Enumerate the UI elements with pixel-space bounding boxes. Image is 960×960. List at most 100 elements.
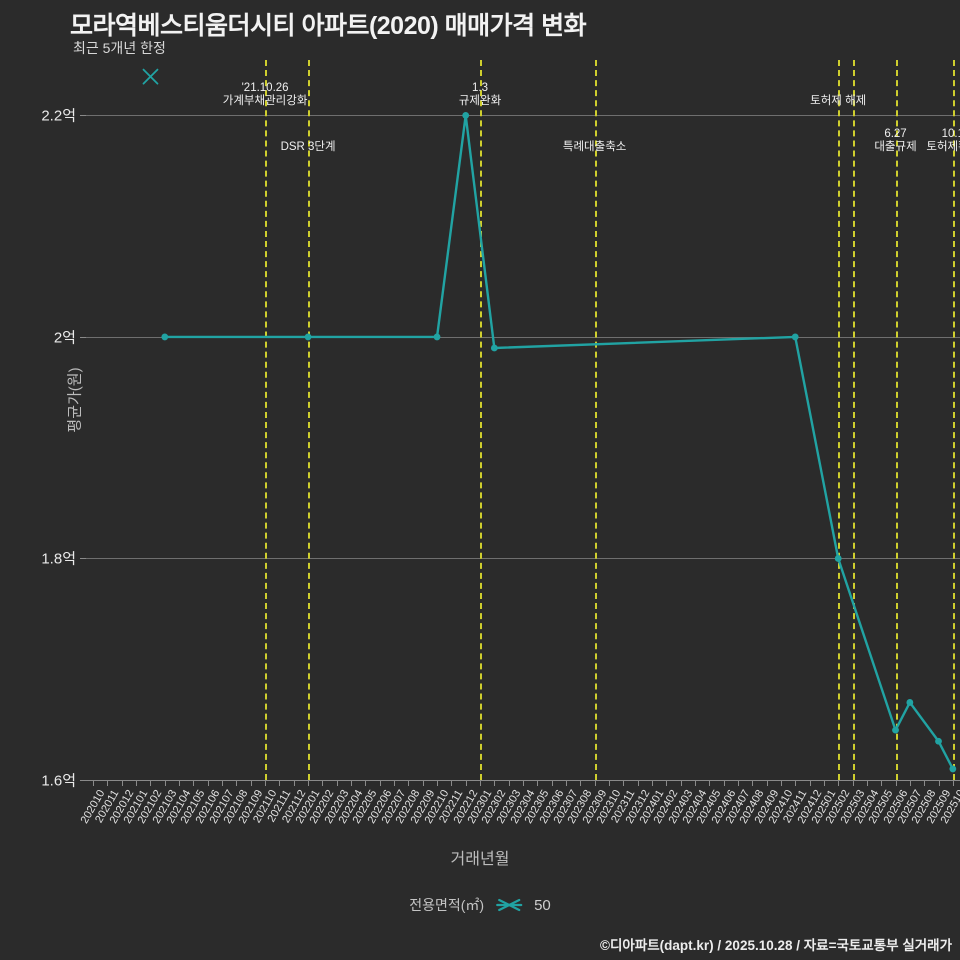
x-tick xyxy=(766,780,768,786)
x-tick xyxy=(866,780,868,786)
event-line xyxy=(480,60,483,780)
x-tick xyxy=(336,780,338,786)
data-point-marker xyxy=(791,333,799,341)
y-axis-label: 2.2억 xyxy=(41,107,76,125)
x-tick xyxy=(451,780,453,786)
event-line xyxy=(895,60,898,780)
x-tick xyxy=(852,780,854,786)
x-tick xyxy=(136,780,138,786)
series-polyline xyxy=(164,114,954,770)
x-tick xyxy=(537,780,539,786)
event-line xyxy=(308,60,311,780)
x-tick xyxy=(608,780,610,786)
x-star-icon xyxy=(142,68,159,85)
event-line xyxy=(852,60,855,780)
x-tick xyxy=(523,780,524,786)
event-line xyxy=(594,60,597,780)
plot-area: 202010 202011 202012 202101 202102 202103 2021… xyxy=(67,60,960,826)
x-tick xyxy=(924,780,926,786)
x-tick xyxy=(422,780,424,786)
gridline xyxy=(86,336,960,338)
y-axis-title: 평균가(원) xyxy=(66,367,84,433)
x-tick xyxy=(809,780,811,786)
x-tick xyxy=(437,780,439,786)
x-tick xyxy=(408,780,410,786)
x-tick xyxy=(93,780,95,786)
x-tick xyxy=(580,780,582,786)
data-point-marker xyxy=(433,333,441,341)
y-tick xyxy=(80,780,86,781)
x-tick xyxy=(465,780,467,786)
data-point-marker xyxy=(462,111,470,119)
x-tick xyxy=(823,780,825,786)
x-tick xyxy=(952,780,954,786)
x-tick xyxy=(938,780,940,786)
x-tick xyxy=(680,780,682,786)
x-tick xyxy=(737,780,739,786)
x-tick xyxy=(551,780,553,786)
x-tick xyxy=(752,780,754,786)
x-axis-title: 거래년월 xyxy=(450,851,510,868)
x-tick xyxy=(164,780,166,786)
x-tick xyxy=(594,780,596,786)
gridline xyxy=(86,115,960,117)
x-tick xyxy=(222,780,224,786)
y-tick xyxy=(80,336,86,338)
x-tick xyxy=(308,780,310,786)
x-tick xyxy=(379,780,381,786)
legend: 전용면적(㎡) 50 xyxy=(409,895,551,915)
x-tick xyxy=(150,780,152,786)
x-tick xyxy=(709,780,711,786)
y-tick xyxy=(80,115,86,117)
x-tick xyxy=(293,780,295,786)
x-tick xyxy=(723,780,725,786)
x-tick xyxy=(838,780,840,786)
y-axis-label: 2억 xyxy=(53,329,76,347)
data-point-marker xyxy=(949,765,957,773)
x-tick xyxy=(279,780,281,786)
x-tick xyxy=(107,780,109,786)
chart-title: 모라역베스티움더시티 아파트(2020) 매매가격 변화 xyxy=(70,12,587,40)
legend-value: 50 xyxy=(534,896,551,914)
x-tick xyxy=(236,780,238,786)
x-tick xyxy=(121,780,123,786)
chart-subtitle: 최근 5개년 한정 xyxy=(73,40,166,56)
x-tick xyxy=(895,780,897,786)
x-tick xyxy=(694,780,696,786)
x-tick xyxy=(207,780,209,786)
y-axis-label: 1.6억 xyxy=(41,772,76,790)
x-tick xyxy=(250,780,252,786)
event-line xyxy=(265,60,268,780)
event-line xyxy=(952,60,955,780)
x-tick xyxy=(637,780,639,786)
data-point-marker xyxy=(161,333,169,341)
x-tick xyxy=(322,780,324,786)
event-line xyxy=(838,60,841,780)
series-line-50 xyxy=(142,68,957,773)
x-tick xyxy=(881,780,883,786)
x-tick xyxy=(351,780,353,786)
footer-credit: ©디아파트(dapt.kr) / 2025.10.28 / 자료=국토교통부 실… xyxy=(600,938,952,953)
x-tick xyxy=(365,780,367,786)
x-tick xyxy=(179,780,181,786)
x-star-icon xyxy=(495,898,523,912)
data-point-marker xyxy=(490,344,498,352)
x-tick xyxy=(623,780,625,786)
x-tick xyxy=(508,780,510,786)
x-tick xyxy=(795,780,797,786)
x-tick xyxy=(394,780,396,786)
data-point-marker xyxy=(304,333,312,341)
y-axis-label: 1.8억 xyxy=(41,550,76,568)
data-point-marker xyxy=(935,737,942,745)
x-tick xyxy=(666,780,668,786)
x-tick xyxy=(193,780,195,786)
x-tick xyxy=(480,780,482,786)
y-tick xyxy=(80,558,86,560)
x-tick xyxy=(494,780,496,786)
data-point-marker xyxy=(892,726,899,734)
data-point-marker xyxy=(834,555,842,562)
x-tick xyxy=(651,780,653,786)
x-tick xyxy=(780,780,782,786)
x-tick xyxy=(909,780,911,786)
